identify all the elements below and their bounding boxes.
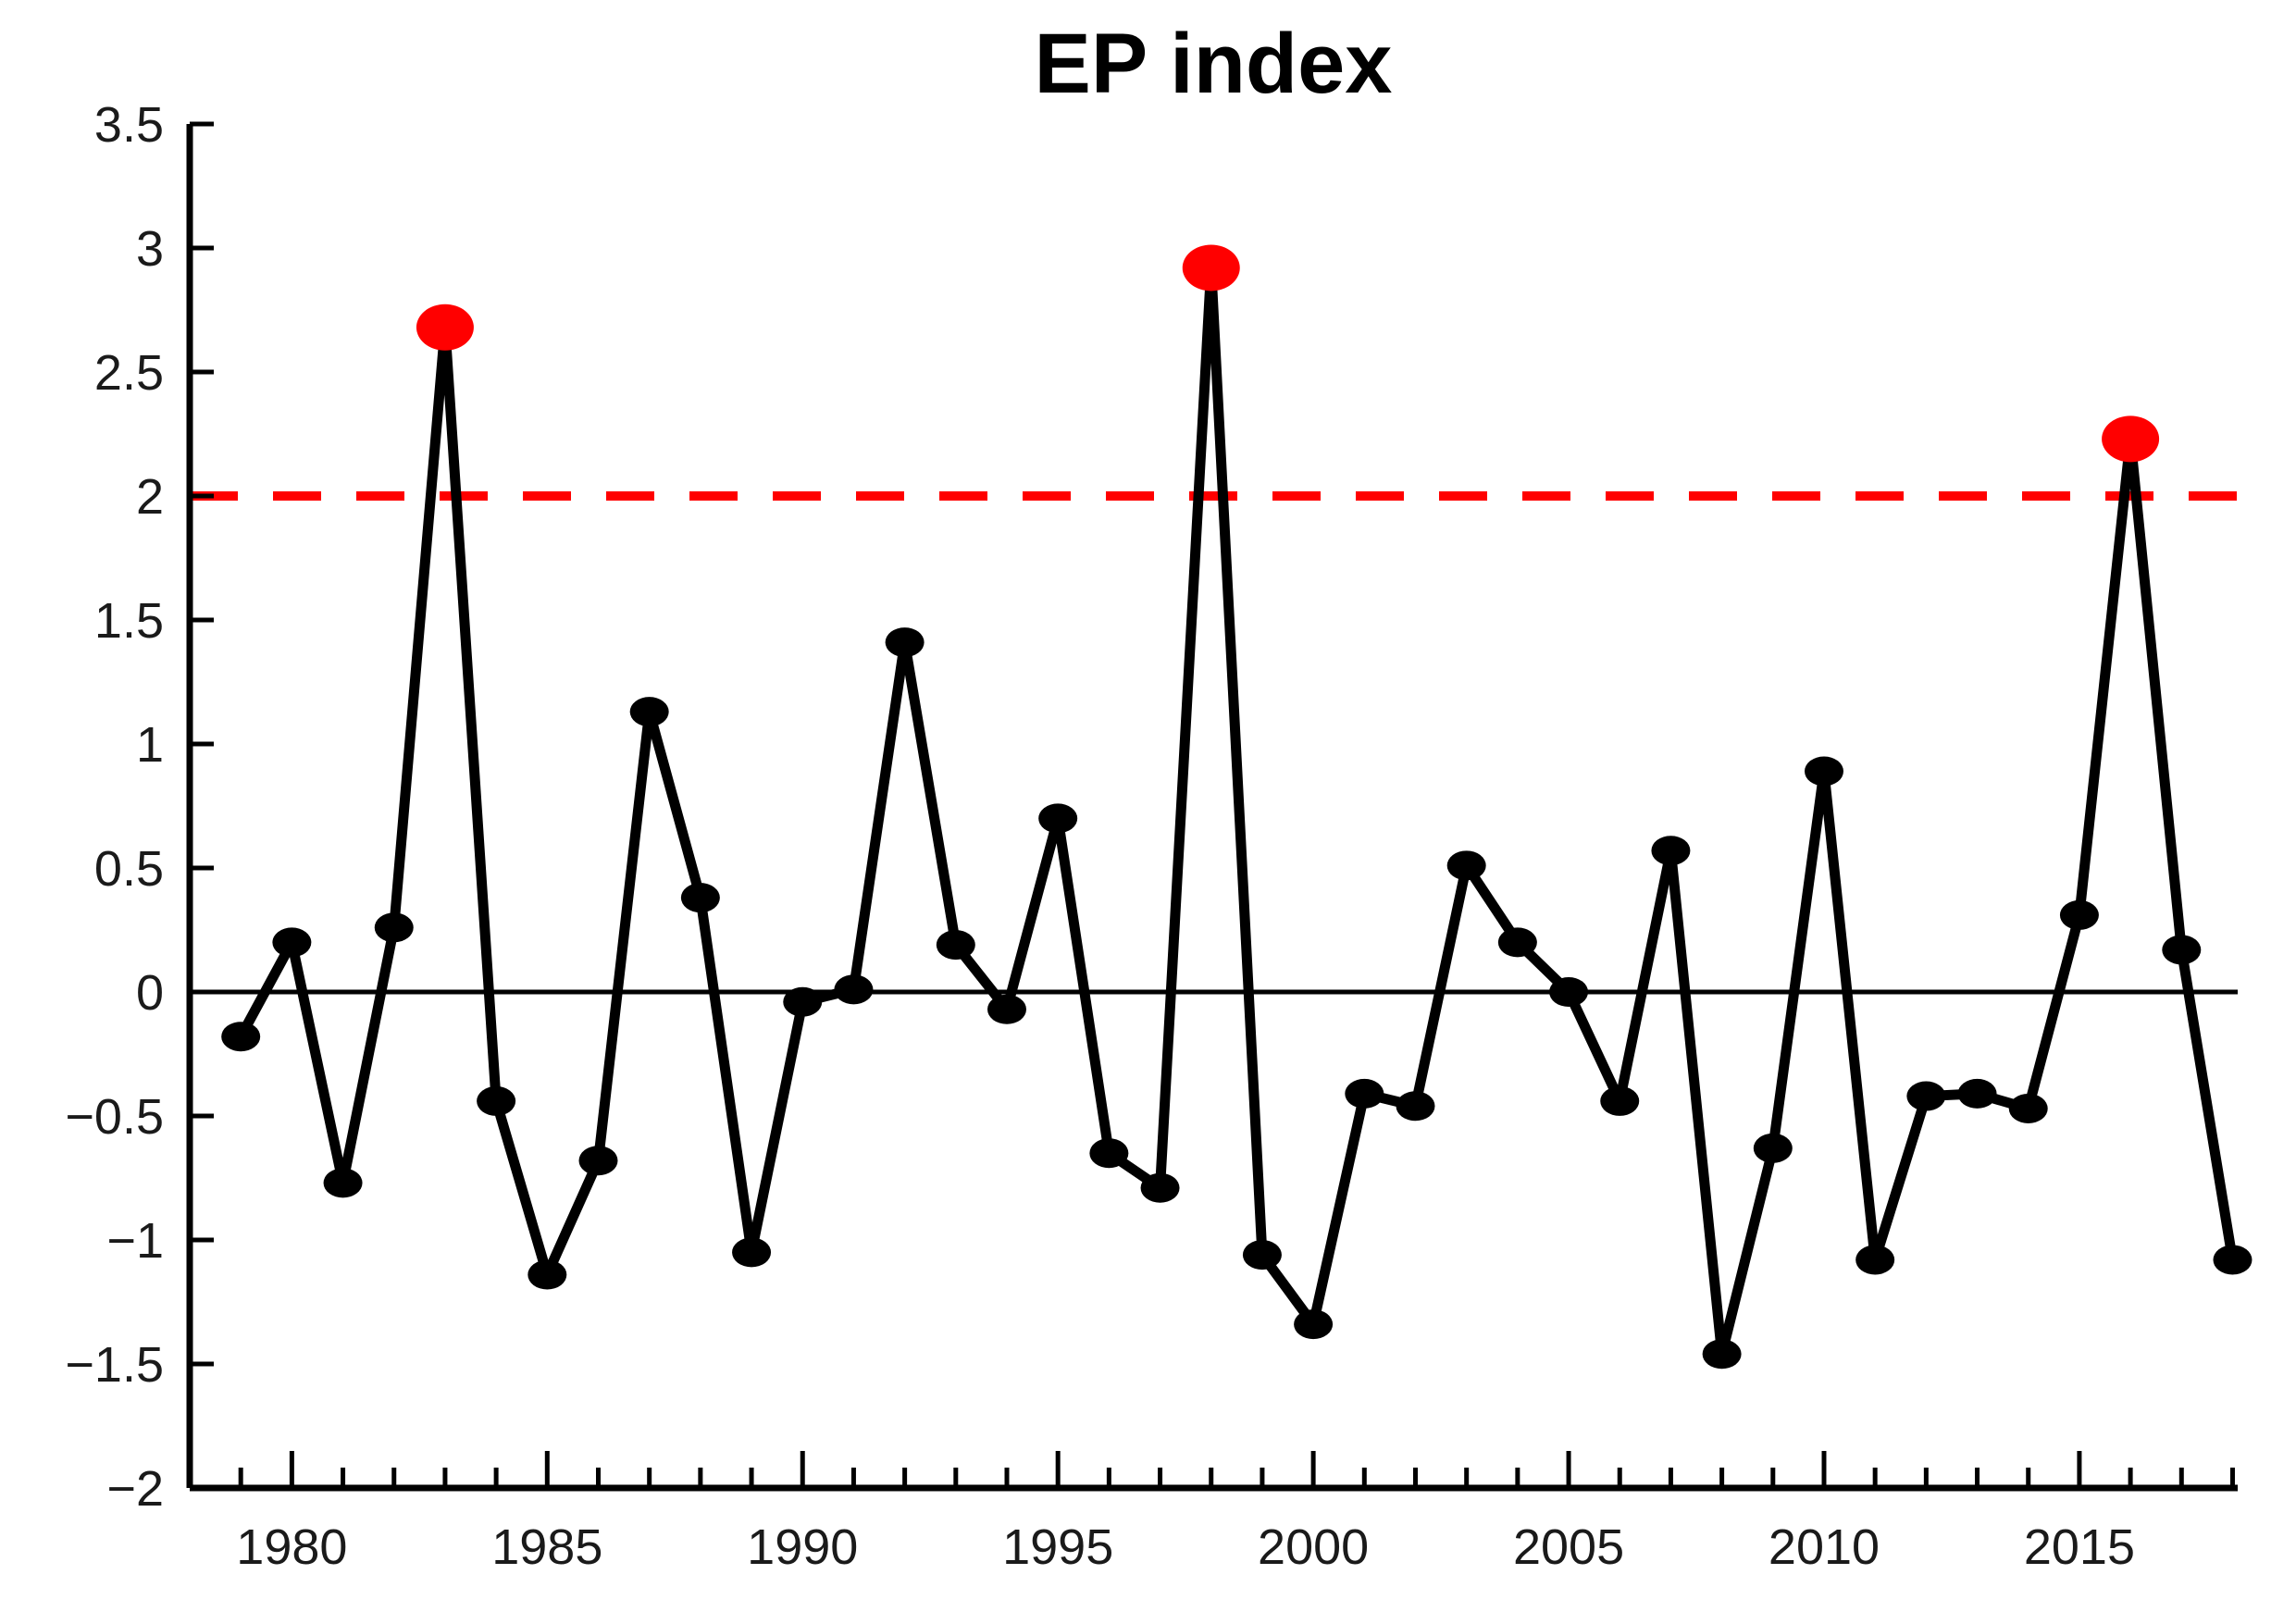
data-point-marker (1396, 1091, 1435, 1122)
x-tick-label: 1985 (491, 1519, 602, 1575)
data-point-marker (2008, 1093, 2048, 1123)
data-point-marker (987, 994, 1026, 1024)
data-point-marker (2162, 935, 2202, 965)
data-point-marker (680, 883, 720, 913)
data-point-marker (1345, 1078, 1384, 1109)
data-point-marker (1753, 1133, 1793, 1163)
y-tick-label: −1 (106, 1213, 164, 1269)
y-tick-label: 0 (136, 965, 164, 1021)
data-point-marker (1600, 1085, 1640, 1116)
data-point-marker (834, 974, 874, 1005)
x-tick-label: 1995 (1002, 1519, 1113, 1575)
series-layer (221, 244, 2253, 1370)
data-point-marker (1242, 1240, 1282, 1271)
data-point-marker (578, 1146, 618, 1176)
x-tick-label: 2010 (1769, 1519, 1880, 1575)
data-point-marker (732, 1237, 772, 1268)
data-point-marker (1957, 1078, 1997, 1109)
axes-layer: 3.5 3 2.5 2 1.5 1 0.5 0 −0.5 −1 −1.5 −2 1980 1985 1990… (65, 97, 2238, 1575)
y-tick-label: −2 (106, 1461, 164, 1517)
data-point-marker (1855, 1245, 1895, 1275)
x-tick-label: 2000 (1258, 1519, 1369, 1575)
data-point-marker (885, 627, 925, 658)
data-point-marker (1549, 977, 1589, 1007)
data-point-marker (1804, 756, 1843, 787)
data-point-marker (1906, 1081, 1946, 1111)
data-point-marker (1089, 1138, 1129, 1169)
data-point-marker (221, 1022, 261, 1052)
y-tick-label: −1.5 (65, 1337, 164, 1393)
y-tick-label: 3 (136, 221, 164, 277)
x-tick-label: 1980 (236, 1519, 347, 1575)
data-point-marker (527, 1259, 567, 1290)
y-tick-label: 1.5 (94, 593, 164, 649)
data-point-marker (323, 1168, 363, 1198)
y-tick-label: −0.5 (65, 1089, 164, 1145)
y-tick-label: 0.5 (94, 841, 164, 897)
data-point-marker (2059, 899, 2099, 930)
data-point-marker (1140, 1172, 1180, 1203)
data-point-marker (936, 930, 975, 961)
y-tick-label: 1 (136, 717, 164, 773)
data-point-marker (1446, 850, 1486, 881)
y-tick-label: 3.5 (94, 97, 164, 153)
y-tick-label: 2 (136, 469, 164, 525)
y-tick-label: 2.5 (94, 345, 164, 401)
data-point-marker (374, 912, 414, 943)
data-point-marker (1651, 836, 1691, 866)
x-tick-label: 2005 (1513, 1519, 1624, 1575)
data-point-marker (1038, 803, 1078, 834)
chart-title: EP index (1035, 17, 1393, 111)
x-tick-label: 2015 (2024, 1519, 2135, 1575)
highlight-peak-marker (1182, 244, 1240, 291)
data-point-marker (1497, 927, 1537, 958)
x-tick-label: 1990 (747, 1519, 858, 1575)
highlight-peak-marker (416, 304, 474, 351)
data-point-marker (1702, 1339, 1742, 1370)
series-line (235, 262, 2238, 1359)
highlight-peak-marker (2102, 415, 2160, 463)
data-point-marker (272, 927, 312, 958)
data-point-marker (629, 697, 669, 727)
data-point-marker (783, 986, 823, 1017)
data-point-marker (477, 1085, 516, 1116)
data-point-marker (2213, 1245, 2253, 1275)
data-point-marker (1294, 1309, 1334, 1340)
